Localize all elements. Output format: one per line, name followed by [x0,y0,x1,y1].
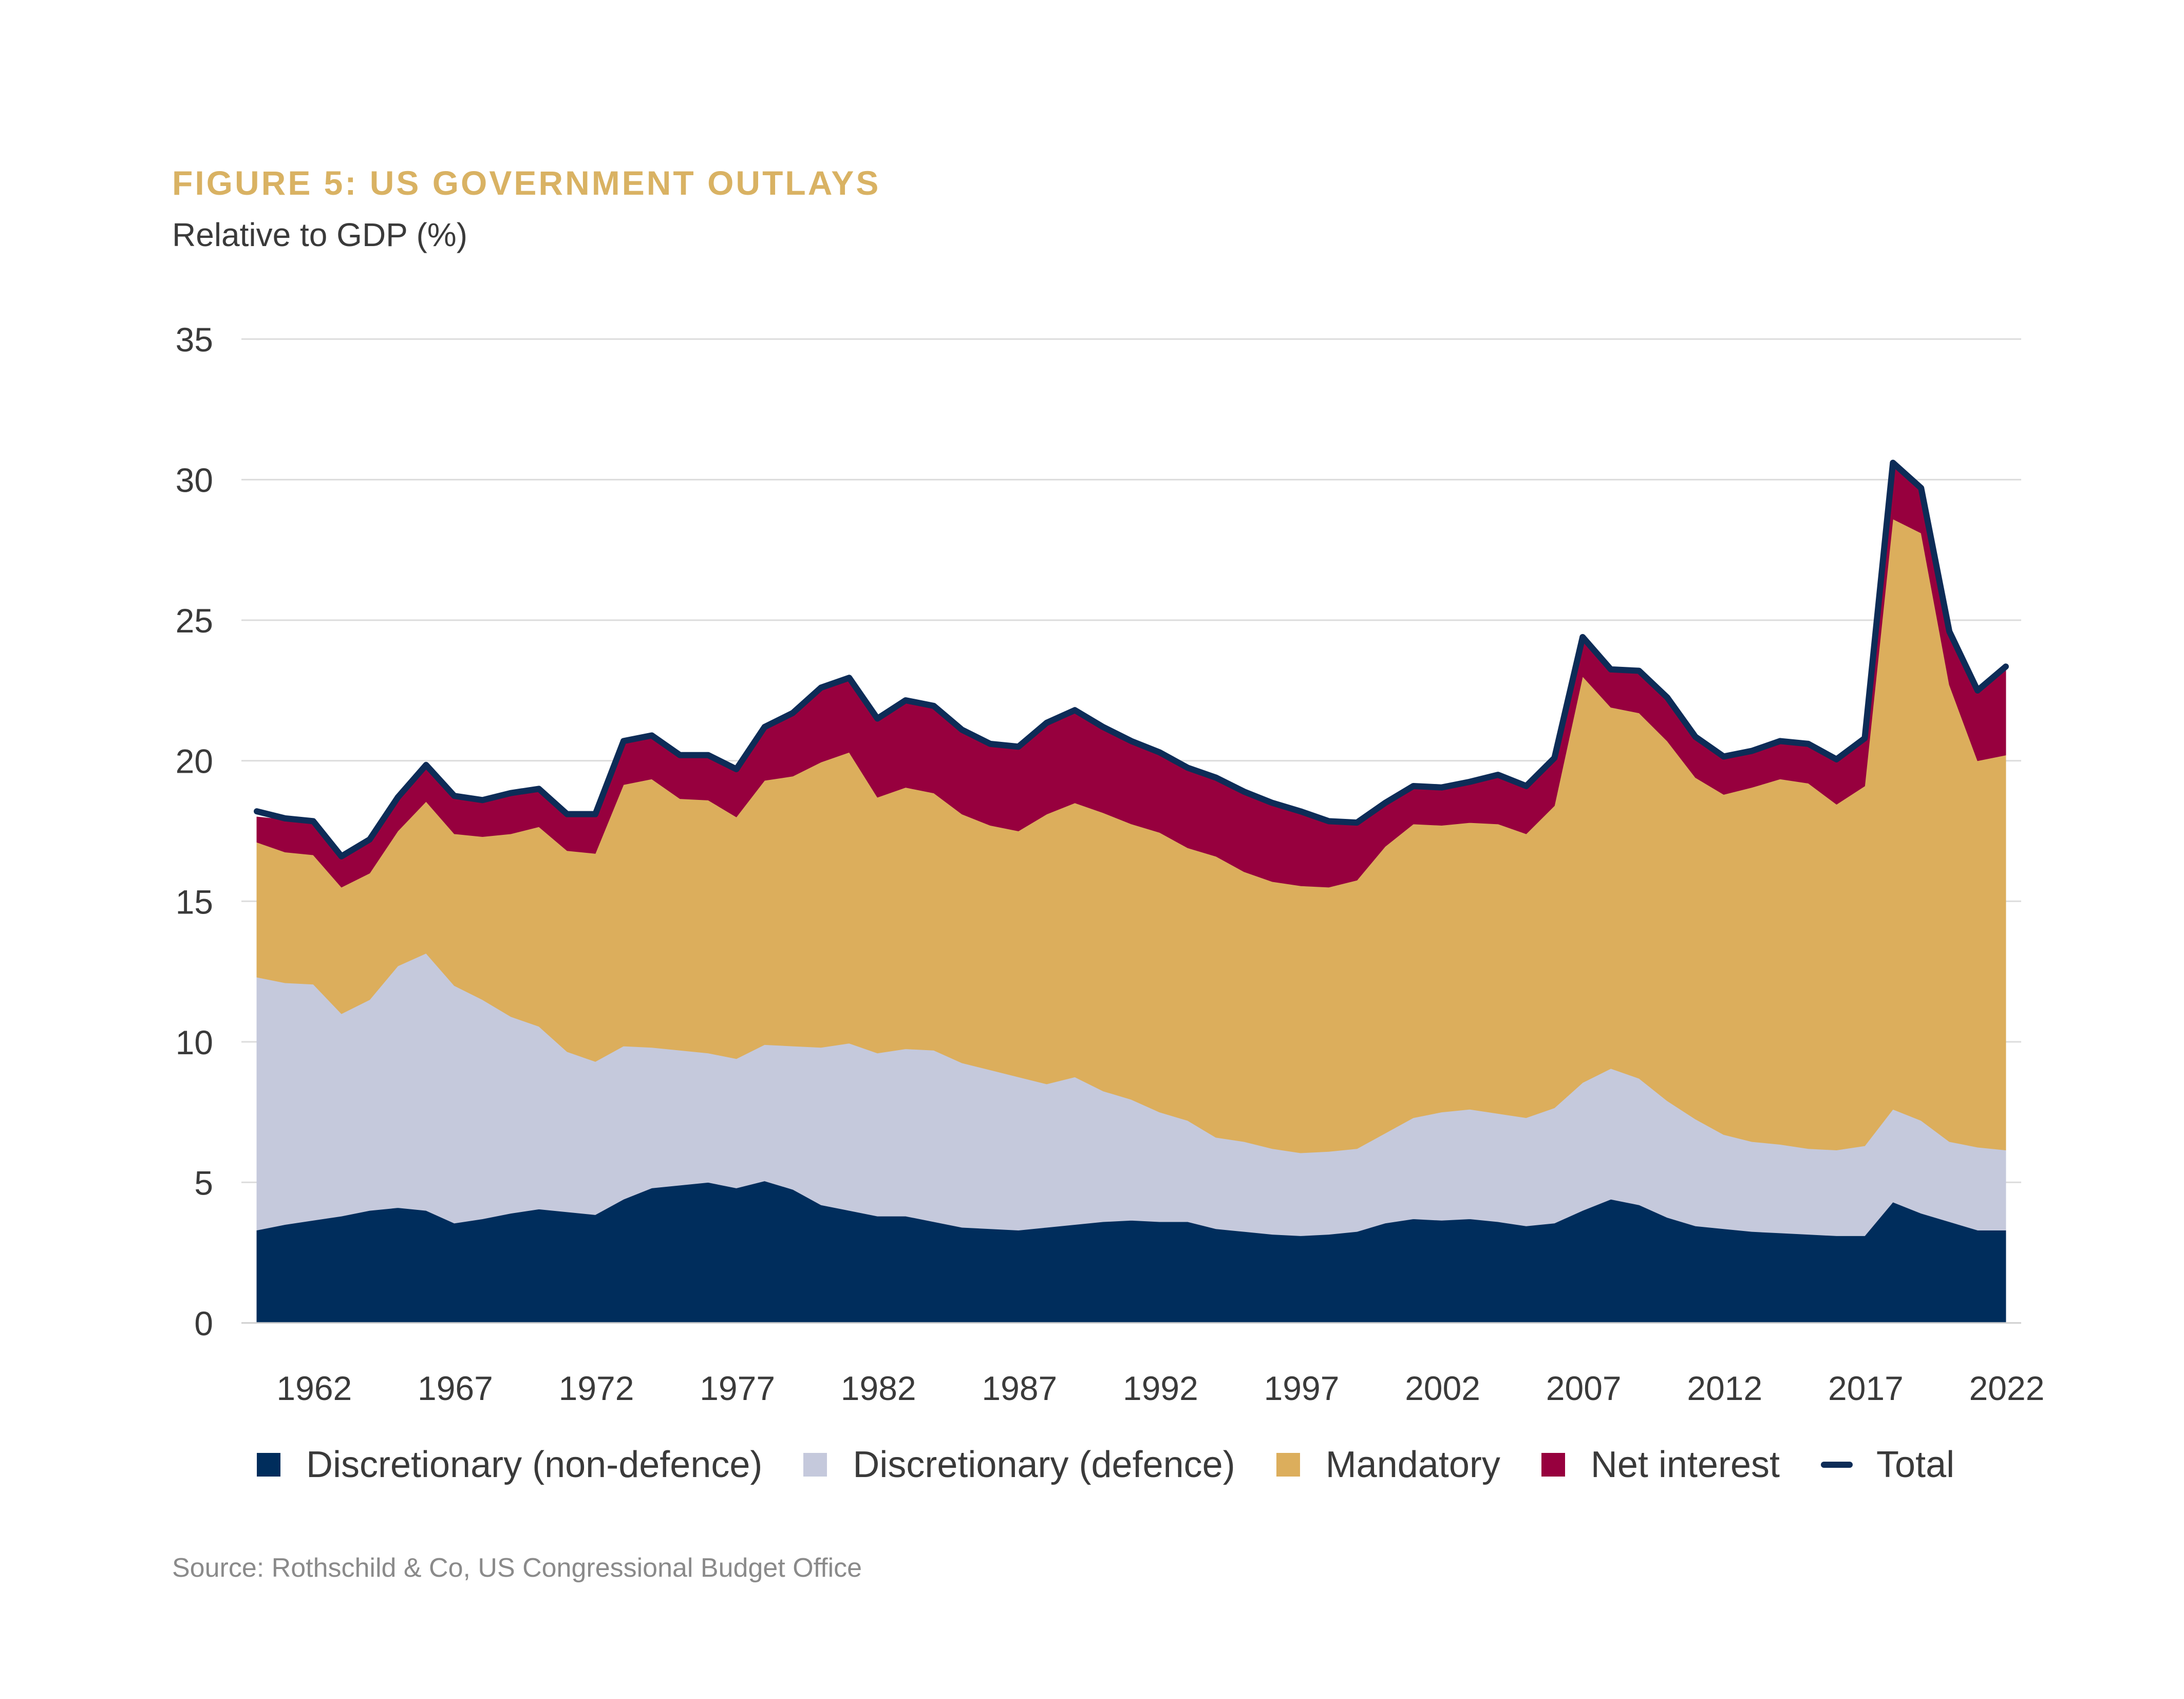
x-tick-label: 1987 [982,1369,1057,1407]
legend-label-total: Total [1876,1444,1955,1485]
total-line[interactable] [254,459,2009,860]
x-tick-label: 1982 [841,1369,916,1407]
legend-item-total[interactable]: Total [1821,1444,1954,1486]
legend-item-nondefence[interactable]: Discretionary (non-defence) [257,1444,762,1486]
y-tick-label: 35 [176,321,213,359]
x-tick-label: 1962 [276,1369,352,1407]
y-tick-label: 20 [176,742,213,780]
legend-item-defence[interactable]: Discretionary (defence) [803,1444,1235,1486]
y-tick-label: 25 [176,602,213,640]
stacked-areas [256,462,2006,1323]
legend-swatch-net-interest [1541,1453,1565,1477]
legend-label-net-interest: Net interest [1590,1444,1780,1485]
legend-line-total [1821,1462,1853,1468]
legend-label-defence: Discretionary (defence) [853,1444,1235,1485]
axes: 0 5 10 15 20 25 30 35 1962 1967 1972 1977 1982 1987 19… [176,321,2045,1407]
legend-item-mandatory[interactable]: Mandatory [1276,1444,1500,1486]
y-tick-label: 10 [176,1023,213,1061]
legend-swatch-defence [803,1453,827,1477]
legend-swatch-nondefence [257,1453,280,1477]
legend: Discretionary (non-defence) Discretionar… [257,1444,1995,1486]
y-tick-label: 30 [176,461,213,499]
x-tick-label: 2012 [1687,1369,1762,1407]
legend-swatch-mandatory [1276,1453,1300,1477]
legend-label-mandatory: Mandatory [1325,1444,1500,1485]
x-tick-label: 2007 [1546,1369,1622,1407]
x-tick-label: 1997 [1264,1369,1340,1407]
legend-label-nondefence: Discretionary (non-defence) [306,1444,763,1485]
legend-item-net-interest[interactable]: Net interest [1541,1444,1780,1486]
x-tick-label: 1992 [1123,1369,1198,1407]
figure-subtitle: Relative to GDP (%) [172,216,467,253]
y-tick-label: 5 [194,1164,213,1202]
total-line-layer [254,459,2009,860]
x-tick-label: 1972 [559,1369,634,1407]
x-tick-label: 1967 [418,1369,493,1407]
source-note: Source: Rothschild & Co, US Congressiona… [172,1553,862,1583]
x-tick-label: 2002 [1405,1369,1480,1407]
y-tick-label: 15 [176,883,213,921]
x-tick-label: 2017 [1828,1369,1904,1407]
figure-title: FIGURE 5: US GOVERNMENT OUTLAYS [172,164,881,202]
y-tick-label: 0 [194,1304,213,1342]
x-tick-label: 1977 [700,1369,775,1407]
x-tick-label: 2022 [1969,1369,2045,1407]
